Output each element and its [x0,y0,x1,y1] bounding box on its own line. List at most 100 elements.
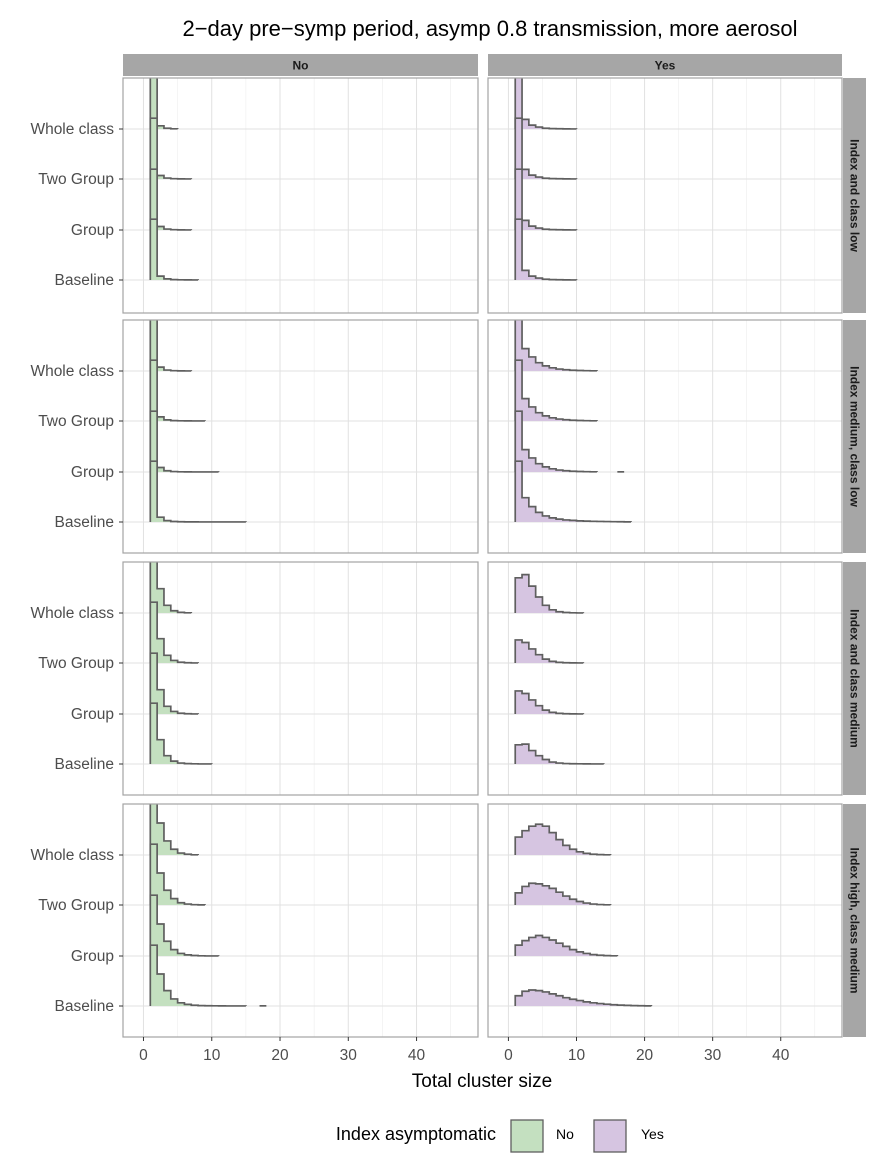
x-tick-label: 30 [704,1047,722,1064]
panel: Whole class Two Group Group Baseline [30,561,479,796]
panel [487,803,843,1038]
ridge-outline [514,168,578,231]
ridge-outline [514,117,578,180]
ridge-outline [149,894,220,957]
panel [487,319,843,554]
ridge-fill [150,653,199,714]
panel: Whole class Two Group Group Baseline [30,319,479,554]
ridge-outline [149,359,206,422]
ridge-fill [150,945,246,1006]
panel-border [487,77,843,314]
ridge-outline [514,573,585,614]
ridge-outline [149,944,247,1007]
y-tick-label: Baseline [55,998,114,1015]
panel-series [514,823,653,1007]
y-tick-label: Whole class [30,847,114,864]
panel-background [488,562,842,795]
ridge-fill [515,360,597,421]
y-tick-label: Two Group [38,413,114,430]
ridge-outline [514,359,598,422]
panel-background [123,804,478,1037]
panel: Whole class Two Group Group Baseline [30,803,479,1038]
row-strip [843,804,866,1037]
ridge-outline [514,823,612,856]
panel-border [122,77,479,314]
ridge-outline [149,562,193,614]
legend-key-no [510,1119,544,1153]
row-strip [843,78,866,313]
x-tick-label: 20 [271,1047,289,1064]
x-tick-label: 0 [139,1047,148,1064]
ridge-outline [149,652,199,715]
panel: Whole class Two Group Group Baseline [30,77,479,314]
ridge-outline [149,460,247,523]
column-strip-label: Yes [655,59,676,73]
x-tick-label: 10 [568,1047,586,1064]
ridge-fill [515,461,631,522]
row-strip [843,320,866,553]
y-tick-label: Group [71,464,114,481]
x-tick-label: 40 [408,1047,426,1064]
ridge-fill [150,562,192,613]
y-tick-label: Two Group [38,655,114,672]
legend: Index asymptomatic No Yes [336,1119,664,1153]
ridge-fill [515,690,584,714]
row-strip-label: Index medium, class low [848,366,862,507]
ridge-outline [514,934,619,957]
y-tick-label: Baseline [55,514,114,531]
y-tick-label: Whole class [30,605,114,622]
panel-grid: No Yes Index and class low Index medium, cl… [30,54,866,1064]
ridge-fill [515,744,604,764]
ridge-outline [149,843,206,906]
ridge-fill [515,574,584,613]
panel-border [487,803,843,1038]
row-strip-label: Index high, class medium [848,847,862,993]
ridge-outline [514,690,585,715]
panel-series [514,320,632,523]
column-strip-label: No [293,59,309,73]
ridge-outline [149,78,179,130]
ridge-outline [514,882,612,906]
panel-border [122,561,479,796]
panel-series [149,804,267,1007]
row-strip [843,562,866,795]
ridge-fill [515,411,597,472]
ridge-outline [514,743,605,765]
ridge-fill [515,639,584,663]
ridge-outline [149,804,199,856]
row-strip-label: Index and class low [848,139,862,252]
ridge-outline [514,78,578,130]
chart-title: 2−day pre−symp period, asymp 0.8 transmi… [182,16,797,41]
ridge-outline [149,702,213,765]
panel-series [514,78,578,281]
x-axis-title: Total cluster size [412,1071,552,1092]
ridge-outline [514,320,598,372]
y-tick-label: Whole class [30,121,114,138]
panel-background [488,320,842,553]
panel-background [488,78,842,313]
panel-border [122,803,479,1038]
panel-border [487,319,843,554]
ridge-outline [149,218,199,281]
ridge-fill [150,804,199,855]
y-tick-label: Whole class [30,363,114,380]
ridge-outline [149,117,193,180]
ridge-outline [514,989,653,1007]
ridge-outline [149,320,193,372]
x-tick-label: 0 [504,1047,513,1064]
panel [487,77,843,314]
ridge-outline [514,639,585,664]
panel-background [123,78,478,313]
panel-series [149,78,199,281]
y-tick-label: Two Group [38,897,114,914]
ridge-fill [150,219,199,280]
panel-border [122,319,479,554]
ridge-outline [149,168,193,231]
ridge-fill [150,602,199,663]
ridge-fill [515,935,618,956]
panel-background [123,320,478,553]
legend-label-no: No [556,1126,574,1142]
panel-background [123,562,478,795]
ridge-fill [515,320,597,371]
